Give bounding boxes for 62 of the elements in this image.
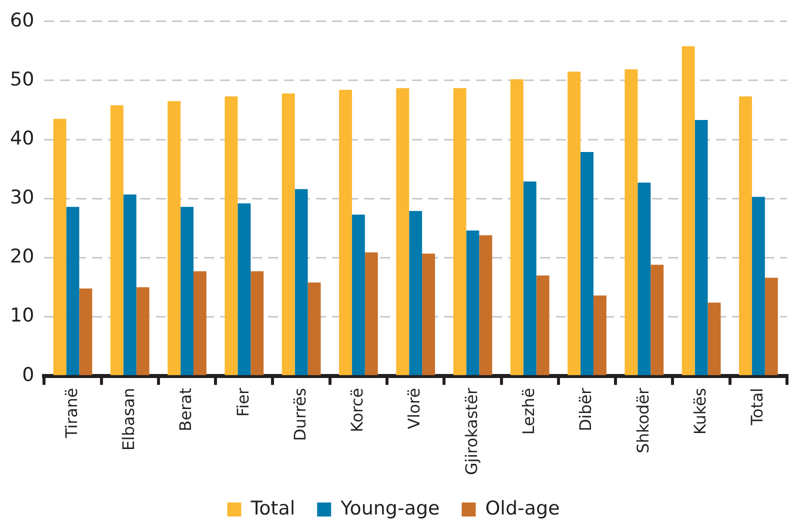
x-tick-label: Durrës	[290, 388, 310, 442]
bar	[282, 93, 295, 376]
bar	[79, 288, 92, 376]
y-tick-label: 40	[10, 127, 34, 150]
bar	[339, 90, 352, 376]
x-tick-label: Lezhë	[519, 388, 538, 435]
y-tick-label: 10	[10, 304, 34, 327]
bar	[708, 302, 721, 376]
bar	[752, 196, 765, 376]
x-tick-label: Total	[748, 388, 767, 426]
x-tick-label: Berat	[176, 388, 196, 432]
y-tick-label: 50	[10, 68, 34, 90]
y-tick-label: 20	[10, 246, 34, 268]
y-tick-label: 0	[22, 364, 34, 386]
x-tick-label: Fier	[233, 387, 252, 417]
bar	[694, 120, 708, 376]
bar	[364, 252, 378, 376]
bar	[123, 194, 136, 376]
x-tick-label: Shkodër	[633, 387, 652, 454]
x-tick-label: Kukës	[690, 388, 710, 435]
bar	[479, 235, 492, 376]
bar	[224, 96, 238, 376]
x-tick-label: Elbasan	[119, 388, 138, 451]
y-tick-label: 30	[10, 186, 34, 209]
x-tick-label: Vlorë	[404, 388, 424, 430]
bar	[422, 254, 436, 376]
bar	[180, 206, 194, 376]
bar	[136, 287, 150, 376]
x-tick-label: Gjirokastër	[462, 387, 481, 475]
bar	[682, 46, 695, 376]
bar	[409, 211, 422, 376]
bar	[168, 101, 181, 376]
bar	[466, 230, 480, 376]
bar	[764, 278, 778, 376]
bar	[238, 203, 251, 376]
bar	[536, 275, 550, 376]
bar	[53, 118, 66, 376]
bar	[593, 296, 606, 376]
x-tick-label: Dibër	[576, 387, 596, 432]
legend-label: Young-age	[340, 497, 440, 520]
bar	[250, 271, 264, 376]
bar	[638, 182, 651, 376]
bar	[110, 105, 124, 376]
bar	[523, 182, 536, 376]
x-tick-label: Tiranë	[62, 388, 81, 439]
y-tick-label: 60	[10, 9, 34, 32]
bar	[624, 69, 638, 376]
bar	[308, 282, 321, 376]
bar	[510, 79, 524, 376]
legend-label: Old-age	[485, 497, 560, 520]
bar	[568, 72, 581, 376]
x-tick-label: Korcë	[348, 388, 367, 432]
bar	[294, 189, 308, 376]
bar	[396, 88, 410, 376]
bar	[739, 96, 752, 376]
bar	[66, 206, 80, 376]
bar	[352, 214, 365, 376]
bar	[580, 152, 594, 376]
bar	[453, 88, 466, 376]
legend-label: Total	[250, 497, 296, 520]
bar	[650, 264, 664, 376]
bar	[194, 271, 206, 376]
